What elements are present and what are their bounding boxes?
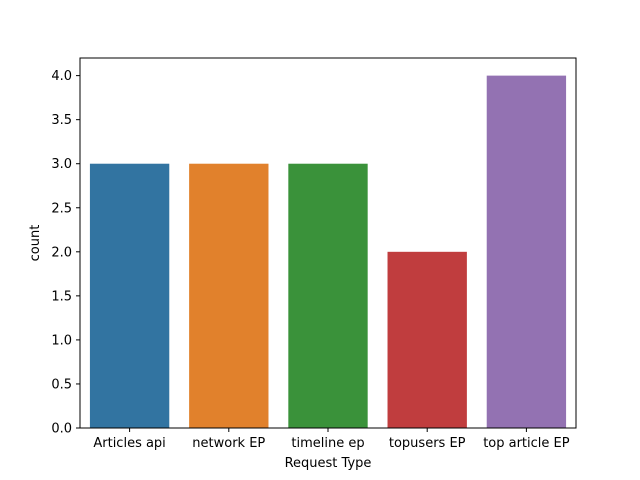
x-tick-label: timeline ep — [291, 436, 364, 451]
y-tick-label: 2.0 — [51, 245, 72, 260]
y-tick-label: 1.0 — [51, 333, 72, 348]
bar-1 — [189, 163, 269, 428]
y-tick-label: 2.5 — [51, 201, 72, 216]
y-tick-label: 1.5 — [51, 289, 72, 304]
bars-group — [89, 75, 567, 428]
bar-3 — [387, 251, 467, 428]
x-tick-label: Articles api — [93, 436, 165, 451]
y-tick-label: 3.5 — [51, 113, 72, 128]
bar-0 — [89, 163, 170, 428]
y-axis-ticks: 0.0 0.5 1.0 1.5 2.0 2.5 3.0 3.5 4.0 — [51, 69, 80, 437]
axes-frame — [79, 57, 577, 429]
bar-2 — [288, 163, 368, 428]
x-axis-label: Request Type — [285, 456, 372, 471]
x-axis-ticks: Articles api network EP timeline ep topuser… — [93, 428, 570, 451]
x-tick-label: topusers EP — [389, 436, 466, 451]
y-tick-label: 3.0 — [51, 157, 72, 172]
y-tick-label: 4.0 — [51, 69, 72, 84]
y-axis-label: count — [28, 225, 43, 262]
x-tick-label: top article EP — [483, 436, 570, 451]
y-tick-label: 0.5 — [51, 377, 72, 392]
x-tick-label: network EP — [192, 436, 265, 451]
bar-4 — [486, 75, 567, 428]
y-tick-label: 0.0 — [51, 422, 72, 437]
